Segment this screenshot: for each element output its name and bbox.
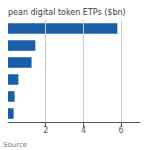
svg-text:pean digital token ETPs ($bn): pean digital token ETPs ($bn) (8, 8, 126, 17)
svg-text:2: 2 (43, 126, 48, 135)
svg-text:6: 6 (119, 126, 124, 135)
svg-text:Source: Source (3, 141, 27, 149)
svg-text:4: 4 (81, 126, 86, 135)
